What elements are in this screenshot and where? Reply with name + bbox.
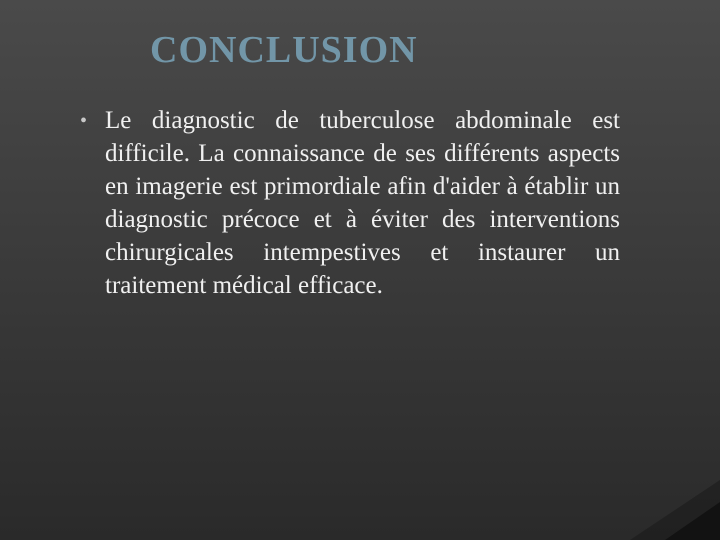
slide-content: • Le diagnostic de tuberculose abdominal… xyxy=(60,104,660,302)
slide-body-text: Le diagnostic de tuberculose abdominale … xyxy=(105,104,620,302)
slide-container: CONCLUSION • Le diagnostic de tuberculos… xyxy=(0,0,720,540)
bullet-icon: • xyxy=(80,110,87,133)
corner-decoration-inner xyxy=(665,502,720,540)
slide-title: CONCLUSION xyxy=(150,28,660,72)
